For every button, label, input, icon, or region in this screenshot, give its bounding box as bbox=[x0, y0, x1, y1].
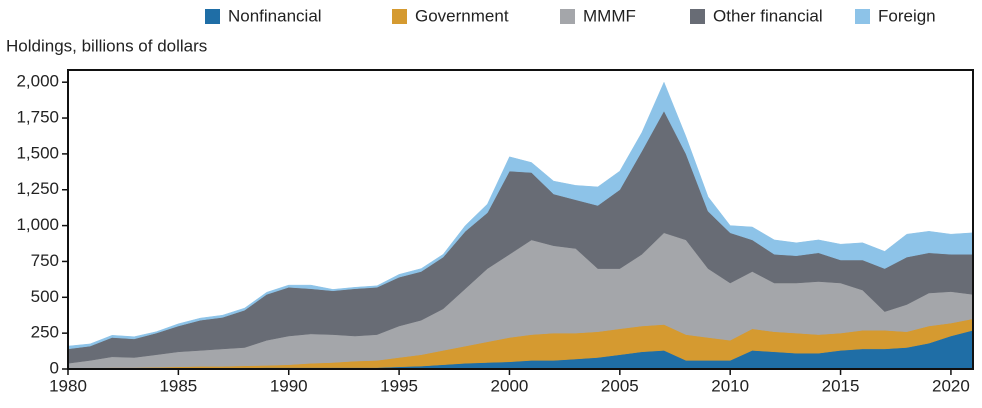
legend-label: Foreign bbox=[878, 6, 936, 25]
y-tick-label: 500 bbox=[31, 287, 59, 306]
y-tick-label: 1,000 bbox=[16, 215, 59, 234]
y-tick-label: 1,250 bbox=[16, 179, 59, 198]
y-tick-label: 250 bbox=[31, 323, 59, 342]
plot-frame bbox=[67, 69, 974, 370]
x-tick-label: 2000 bbox=[491, 376, 529, 395]
x-tick-label: 2020 bbox=[932, 376, 970, 395]
y-axis-label: Holdings, billions of dollars bbox=[6, 36, 207, 55]
y-tick-label: 1,750 bbox=[16, 108, 59, 127]
x-tick-label: 1990 bbox=[270, 376, 308, 395]
legend-swatch bbox=[560, 9, 575, 24]
legend-label: Other financial bbox=[713, 6, 823, 25]
x-tick-label: 2005 bbox=[601, 376, 639, 395]
x-tick-label: 1980 bbox=[49, 376, 87, 395]
legend-swatch bbox=[855, 9, 870, 24]
legend-swatch bbox=[392, 9, 407, 24]
legend-label: Government bbox=[415, 6, 509, 25]
legend-swatch bbox=[205, 9, 220, 24]
x-tick-label: 2010 bbox=[711, 376, 749, 395]
y-tick-label: 750 bbox=[31, 251, 59, 270]
y-tick-label: 2,000 bbox=[16, 72, 59, 91]
legend-label: Nonfinancial bbox=[228, 6, 322, 25]
y-tick-label: 1,500 bbox=[16, 143, 59, 162]
x-tick-label: 1985 bbox=[159, 376, 197, 395]
legend-swatch bbox=[690, 9, 705, 24]
legend-label: MMMF bbox=[583, 6, 636, 25]
x-tick-label: 2015 bbox=[822, 376, 860, 395]
x-tick-label: 1995 bbox=[380, 376, 418, 395]
y-tick-label: 0 bbox=[50, 358, 59, 377]
